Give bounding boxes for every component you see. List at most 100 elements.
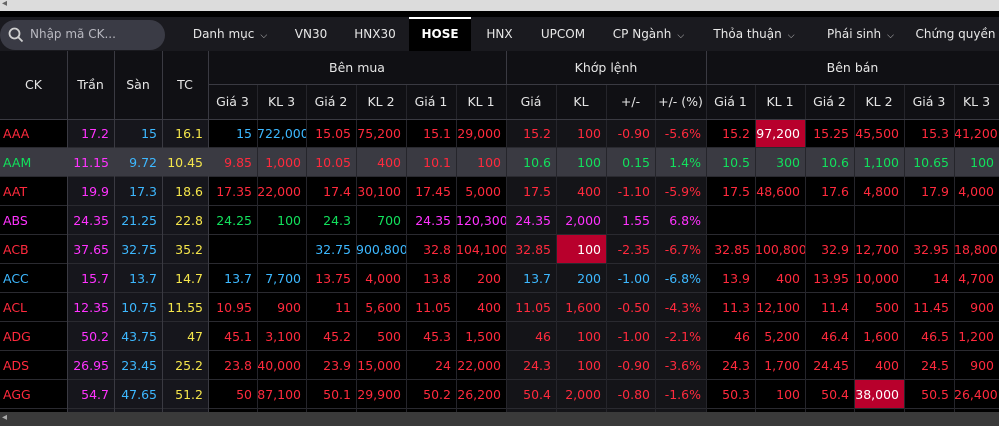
board-cell: 400 xyxy=(377,155,401,170)
board-cell: 45.3 xyxy=(423,329,451,344)
stock-symbol[interactable]: AAM xyxy=(3,155,32,170)
stock-symbol[interactable]: ACC xyxy=(3,271,29,286)
board-cell: 15.2 xyxy=(722,126,750,141)
board-cell: 50.2 xyxy=(423,387,451,402)
board-cell: 30,100 xyxy=(357,184,401,199)
stock-symbol[interactable]: ADS xyxy=(3,358,30,373)
column-divider xyxy=(954,84,955,412)
tab-label: VN30 xyxy=(294,27,328,41)
board-cell: 32.85 xyxy=(515,242,551,257)
chevron-down-icon: ⌵ xyxy=(887,31,894,41)
column-divider xyxy=(506,84,507,412)
horizontal-scrollbar-bottom[interactable]: ◂ xyxy=(0,412,999,426)
board-cell: 10.6 xyxy=(523,155,551,170)
board-cell: 29,900 xyxy=(357,387,401,402)
tab-thỏa-thuận[interactable]: Thỏa thuận ⌵ xyxy=(699,17,809,51)
board-cell: 26,400 xyxy=(954,387,998,402)
board-cell xyxy=(208,235,257,264)
header-buy-side: Bên mua xyxy=(329,60,385,75)
column-divider xyxy=(904,84,905,412)
chevron-down-icon: ⌵ xyxy=(787,31,795,41)
board-cell: 40,000 xyxy=(257,358,301,373)
scroll-left-icon[interactable]: ◂ xyxy=(2,412,8,423)
header-bottom-border xyxy=(0,119,999,120)
board-cell: 41,200 xyxy=(954,126,998,141)
board-cell: 9.85 xyxy=(224,155,252,170)
column-divider xyxy=(406,84,407,412)
board-cell: 11.45 xyxy=(913,300,949,315)
board-cell: 17.9 xyxy=(921,184,949,199)
header-sell-side: Bên bán xyxy=(826,60,879,75)
board-cell: -3.6% xyxy=(664,358,701,373)
board-cell: -0.50 xyxy=(617,300,650,315)
tab-label: Danh mục xyxy=(192,27,255,41)
reference-price: 35.2 xyxy=(175,242,203,257)
stock-symbol[interactable]: ACL xyxy=(3,300,28,315)
board-cell: 500 xyxy=(875,300,899,315)
board-cell: 32.85 xyxy=(714,242,750,257)
stock-search-input[interactable]: Nhập mã CK... xyxy=(0,20,165,50)
board-cell: 32.8 xyxy=(423,242,451,257)
board-cell: 100 xyxy=(577,126,601,141)
board-cell: 15,000 xyxy=(357,358,401,373)
tab-cp-ngành[interactable]: CP Ngành ⌵ xyxy=(598,17,699,51)
board-cell xyxy=(257,235,306,264)
tab-upcom[interactable]: UPCOM xyxy=(528,17,598,51)
board-cell: 3,100 xyxy=(265,329,301,344)
stock-symbol[interactable]: AGG xyxy=(3,387,31,402)
board-cell: 13.7 xyxy=(523,271,551,286)
tab-danh-mục[interactable]: Danh mục ⌵ xyxy=(180,17,280,51)
horizontal-scrollbar-top[interactable]: ◂ xyxy=(0,0,999,11)
tab-hnx[interactable]: HNX xyxy=(471,17,528,51)
board-cell: 100 xyxy=(277,213,301,228)
board-cell: 15.1 xyxy=(423,126,451,141)
board-cell: 38,000 xyxy=(854,380,904,409)
board-cell: 22,000 xyxy=(257,184,301,199)
board-cell: 1,600 xyxy=(565,300,601,315)
board-cell: 10,000 xyxy=(855,271,899,286)
board-cell: 1.55 xyxy=(622,213,650,228)
floor-price: 47.65 xyxy=(121,387,157,402)
tab-chứng-quyền[interactable]: Chứng quyền xyxy=(912,17,999,51)
board-cell xyxy=(904,206,954,235)
board-cell: -0.90 xyxy=(617,126,650,141)
header-reference: TC xyxy=(177,77,193,92)
stock-symbol[interactable]: AAA xyxy=(3,126,30,141)
board-cell: 50 xyxy=(236,387,252,402)
floor-price: 10.75 xyxy=(121,300,157,315)
column-divider xyxy=(655,84,656,412)
row-divider xyxy=(0,147,999,148)
board-cell: 46 xyxy=(535,329,551,344)
tab-hose[interactable]: HOSE xyxy=(409,17,471,51)
board-cell: 5,000 xyxy=(465,184,501,199)
tab-vn30[interactable]: VN30 xyxy=(281,17,341,51)
tab-label: UPCOM xyxy=(540,27,586,41)
stock-symbol[interactable]: ACB xyxy=(3,242,29,257)
board-cell: 700 xyxy=(377,213,401,228)
board-cell: 1,200 xyxy=(958,329,994,344)
board-cell: 400 xyxy=(776,271,800,286)
board-cell: 10.5 xyxy=(722,155,750,170)
board-cell: 46.4 xyxy=(821,329,849,344)
tab-hnx30[interactable]: HNX30 xyxy=(341,17,409,51)
tab-phái-sinh[interactable]: Phái sinh ⌵ xyxy=(809,17,912,51)
board-cell: -0.80 xyxy=(617,387,650,402)
stock-symbol[interactable]: ADG xyxy=(3,329,31,344)
header-sub-1: KL 3 xyxy=(267,94,296,109)
board-cell: 900,800 xyxy=(356,242,406,257)
scroll-left-icon[interactable]: ◂ xyxy=(2,0,8,9)
board-cell: 15.2 xyxy=(523,126,551,141)
board-cell xyxy=(954,206,999,235)
board-cell: 50.4 xyxy=(821,387,849,402)
stock-symbol[interactable]: ABS xyxy=(3,213,28,228)
board-cell: 12,100 xyxy=(756,300,800,315)
column-divider xyxy=(356,84,357,412)
board-cell: 13.95 xyxy=(813,271,849,286)
board-cell: 200 xyxy=(577,271,601,286)
ceiling-price: 24.35 xyxy=(73,213,109,228)
board-cell: 29,000 xyxy=(457,126,501,141)
floor-price: 17.3 xyxy=(129,184,157,199)
stock-symbol[interactable]: AAT xyxy=(3,184,28,199)
row-selected-highlight xyxy=(0,148,999,177)
board-cell: 87,100 xyxy=(257,387,301,402)
